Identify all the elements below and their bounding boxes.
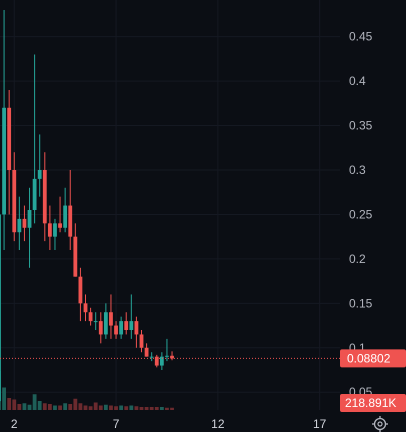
volume-bars [0, 371, 174, 410]
last-price-tag-bg [340, 349, 406, 368]
volume-bar [159, 407, 164, 410]
candle-body [17, 218, 22, 233]
candle-body [103, 312, 108, 335]
y-tick-label: 0.2 [349, 252, 366, 266]
x-tick-label: 7 [113, 417, 120, 431]
candle-body [93, 321, 98, 323]
volume-label: 218.891K [345, 396, 396, 410]
volume-bar [129, 405, 134, 410]
candle-body [165, 355, 169, 357]
candle-body [58, 223, 62, 228]
volume-bar [83, 405, 88, 410]
candle-body [2, 107, 6, 215]
volume-bar [12, 399, 17, 410]
candle-body [149, 356, 154, 358]
x-tick-label: 12 [211, 417, 225, 431]
y-tick-label: 0.25 [349, 207, 373, 221]
volume-bar [47, 404, 52, 410]
volume-bar [37, 401, 42, 410]
volume-bar [68, 404, 73, 410]
candle-body [78, 276, 83, 304]
volume-bar [73, 398, 78, 410]
volume-bar [58, 405, 62, 410]
volume-bar [22, 403, 27, 410]
candle-body [139, 334, 144, 348]
candle-body [144, 347, 149, 357]
y-tick-label: 0.4 [349, 74, 366, 88]
candle-body [27, 210, 32, 228]
candle-body [68, 205, 73, 237]
candle-body [134, 321, 139, 335]
candle-body [170, 355, 174, 359]
x-axis: 2 7 12 17 [11, 417, 327, 431]
candle-body [73, 236, 78, 277]
candle-body [109, 312, 113, 326]
candle-body [63, 205, 68, 228]
x-tick-label: 2 [11, 417, 18, 431]
volume-bar [53, 405, 57, 410]
volume-bar [63, 403, 68, 410]
candles [0, 10, 174, 402]
y-tick-label: 0.35 [349, 119, 373, 133]
candle-body [12, 170, 17, 233]
volume-bar [27, 404, 32, 410]
candle-body [159, 356, 164, 366]
candle-body [119, 321, 124, 335]
candle-body [53, 223, 57, 237]
grid-lines [0, 0, 340, 410]
candle-body [98, 321, 103, 335]
volume-bar [42, 403, 47, 410]
volume-bar [103, 404, 108, 410]
gear-icon[interactable] [372, 416, 388, 432]
candle-body [154, 356, 159, 366]
last-price-tag: 0.08802 [340, 349, 406, 368]
candle-body [129, 321, 134, 330]
candle-body [7, 107, 12, 170]
candle-body [83, 303, 88, 313]
volume-bar [154, 407, 159, 410]
volume-bar [98, 405, 103, 410]
volume-bar [144, 407, 149, 410]
volume-bar [139, 407, 144, 410]
candle-body [22, 218, 27, 228]
y-axis: 0.450.40.350.30.250.20.150.10.05 [349, 30, 373, 400]
candle-body [32, 178, 37, 210]
volume-bar [114, 406, 118, 410]
candle-body [0, 214, 1, 402]
volume-bar [88, 406, 93, 410]
candle-body [124, 321, 129, 330]
volume-bar [165, 407, 169, 410]
volume-bar [78, 403, 83, 410]
last-price-label: 0.08802 [347, 351, 391, 365]
volume-bar [170, 407, 174, 410]
candle-body [37, 170, 42, 179]
y-tick-label: 0.3 [349, 163, 366, 177]
volume-bar [149, 407, 154, 410]
volume-bar [7, 398, 12, 410]
volume-tag: 218.891K [340, 394, 406, 412]
volume-bar [119, 405, 124, 410]
volume-bar [124, 406, 129, 410]
candle-body [47, 223, 52, 237]
volume-bar [2, 387, 6, 410]
y-tick-label: 0.45 [349, 30, 373, 44]
volume-bar [93, 402, 98, 410]
x-tick-label: 17 [313, 417, 327, 431]
y-tick-label: 0.15 [349, 296, 373, 310]
volume-bar [109, 405, 113, 410]
candle-body [114, 325, 118, 335]
volume-bar [17, 404, 22, 410]
candle-body [42, 170, 47, 224]
candle-body [88, 312, 93, 322]
volume-bar [134, 406, 139, 410]
volume-bar [32, 394, 37, 410]
volume-tag-bg [340, 394, 406, 412]
